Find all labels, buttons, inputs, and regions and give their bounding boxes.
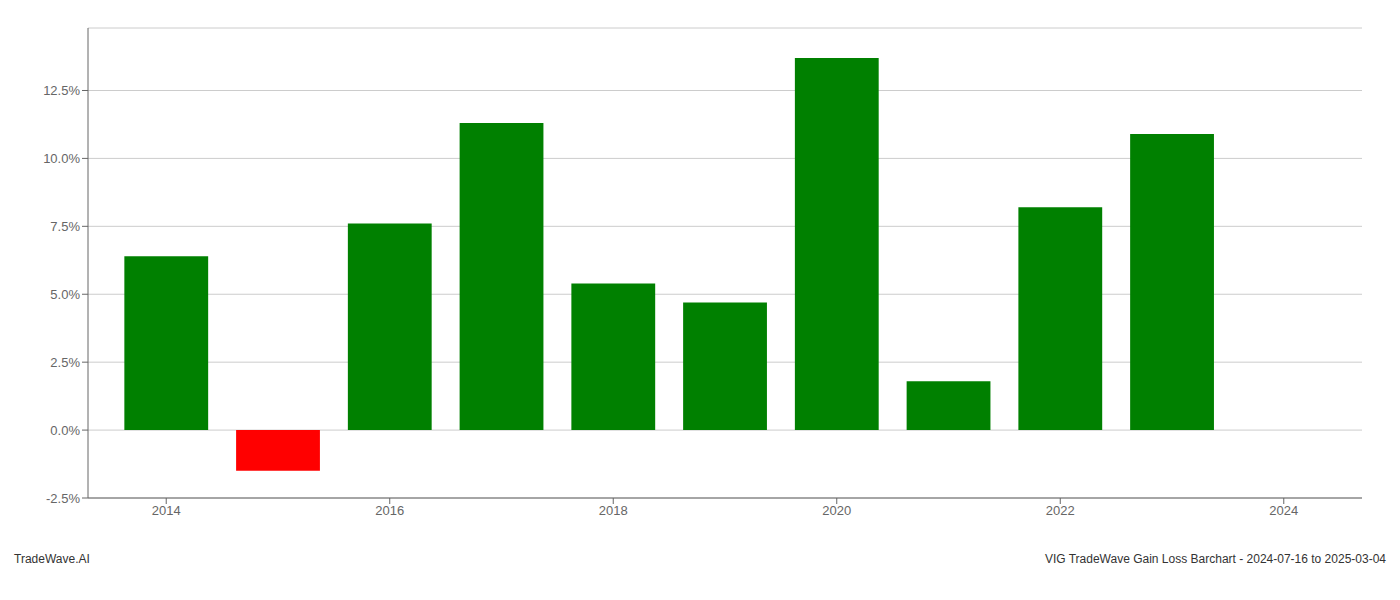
svg-text:2016: 2016	[375, 503, 404, 518]
html-text:VIG TradeWave Gain Loss Barcha: VIG TradeWave Gain Loss Barchart - 2024-…	[1044, 552, 1386, 566]
svg-text:2020: 2020	[822, 503, 851, 518]
svg-text:12.5%: 12.5%	[43, 83, 80, 98]
svg-text:2018: 2018	[599, 503, 628, 518]
svg-text:2024: 2024	[1269, 503, 1298, 518]
svg-text:-2.5%: -2.5%	[46, 491, 80, 506]
svg-text:2.5%: 2.5%	[50, 355, 80, 370]
svg-text:5.0%: 5.0%	[50, 287, 80, 302]
svg-text:7.5%: 7.5%	[50, 219, 80, 234]
html-text:TradeWave.AI: TradeWave.AI	[14, 552, 90, 566]
svg-text:2022: 2022	[1046, 503, 1075, 518]
svg-text:0.0%: 0.0%	[50, 423, 80, 438]
svg-text:2014: 2014	[152, 503, 181, 518]
svg-text:10.0%: 10.0%	[43, 151, 80, 166]
